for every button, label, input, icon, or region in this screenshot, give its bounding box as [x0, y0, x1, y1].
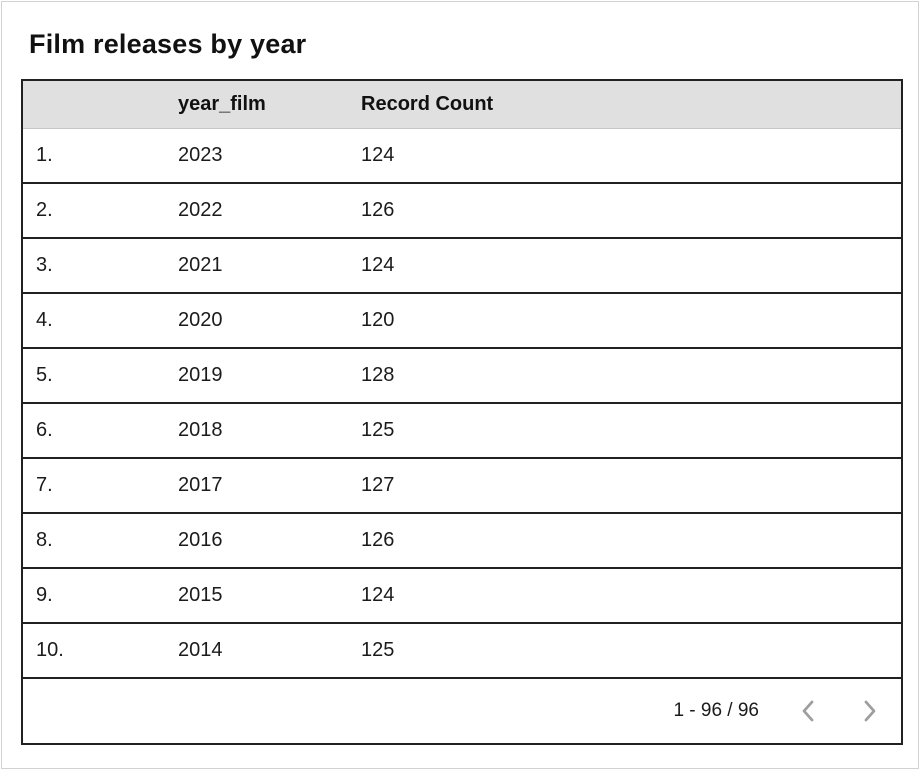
row-index-cell: 8.	[36, 529, 53, 551]
data-table: year_film Record Count 1. 2023 124 2. 20…	[21, 79, 903, 745]
table-row: 4. 2020 120	[23, 294, 901, 349]
year-cell: 2019	[178, 364, 223, 386]
count-cell: 120	[361, 309, 395, 331]
chevron-left-icon	[796, 698, 822, 724]
table-row: 3. 2021 124	[23, 239, 901, 294]
chart-title: Film releases by year	[29, 29, 307, 59]
year-cell: 2022	[178, 199, 223, 221]
chevron-right-icon	[856, 698, 882, 724]
header-cell-record-count[interactable]: Record Count	[361, 93, 494, 115]
year-cell: 2014	[178, 639, 223, 661]
year-cell: 2020	[178, 309, 223, 331]
year-cell: 2018	[178, 419, 223, 441]
count-cell: 125	[361, 419, 395, 441]
table-row: 7. 2017 127	[23, 459, 901, 514]
year-cell: 2015	[178, 584, 223, 606]
pagination-range-label: 1 - 96 / 96	[673, 700, 759, 721]
row-index-cell: 7.	[36, 474, 53, 496]
table-row: 10. 2014 125	[23, 624, 901, 679]
table-row: 6. 2018 125	[23, 404, 901, 459]
row-index-cell: 4.	[36, 309, 53, 331]
count-cell: 126	[361, 529, 395, 551]
table-body: 1. 2023 124 2. 2022 126 3. 2021 124 4. 2…	[23, 129, 901, 679]
count-cell: 124	[361, 254, 395, 276]
row-index-cell: 10.	[36, 639, 64, 661]
row-index-cell: 6.	[36, 419, 53, 441]
count-cell: 126	[361, 199, 395, 221]
year-cell: 2023	[178, 144, 223, 166]
table-row: 8. 2016 126	[23, 514, 901, 569]
year-cell: 2021	[178, 254, 223, 276]
header-cell-year-film[interactable]: year_film	[178, 93, 266, 115]
year-cell: 2016	[178, 529, 223, 551]
row-index-cell: 3.	[36, 254, 53, 276]
table-row: 9. 2015 124	[23, 569, 901, 624]
count-cell: 127	[361, 474, 395, 496]
count-cell: 128	[361, 364, 395, 386]
row-index-cell: 9.	[36, 584, 53, 606]
row-index-cell: 1.	[36, 144, 53, 166]
pagination-next-button[interactable]	[853, 695, 885, 727]
table-row: 5. 2019 128	[23, 349, 901, 404]
pagination-prev-button[interactable]	[793, 695, 825, 727]
table-footer: 1 - 96 / 96	[23, 679, 901, 743]
row-index-cell: 5.	[36, 364, 53, 386]
count-cell: 124	[361, 584, 395, 606]
table-header-row: year_film Record Count	[23, 81, 901, 129]
count-cell: 124	[361, 144, 395, 166]
year-cell: 2017	[178, 474, 223, 496]
row-index-cell: 2.	[36, 199, 53, 221]
table-row: 1. 2023 124	[23, 129, 901, 184]
count-cell: 125	[361, 639, 395, 661]
table-row: 2. 2022 126	[23, 184, 901, 239]
